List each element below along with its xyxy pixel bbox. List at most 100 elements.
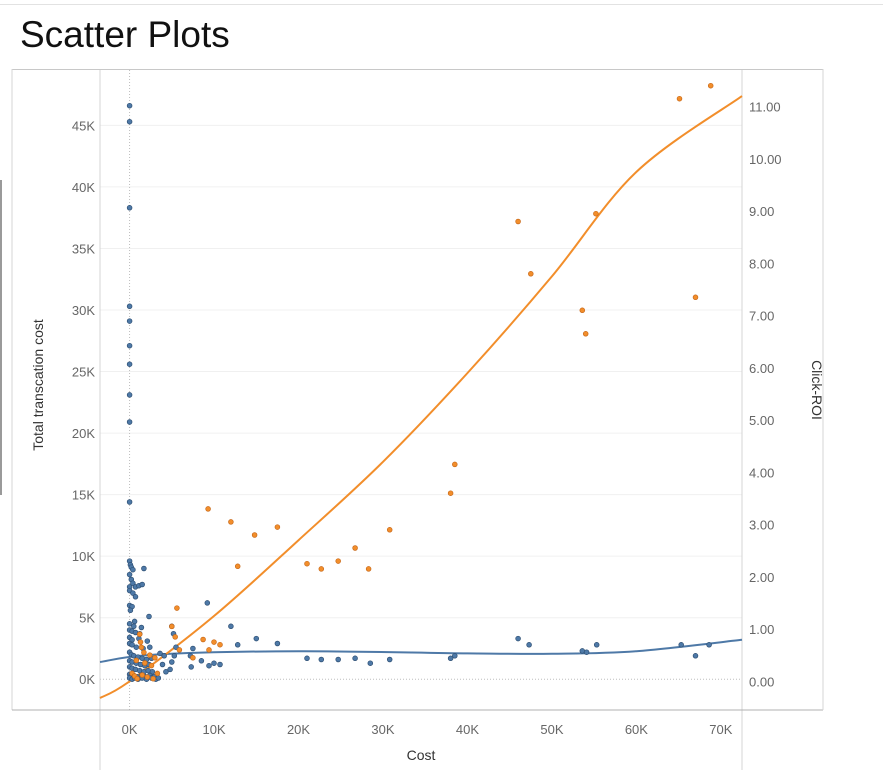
data-point-click-roi <box>692 294 699 301</box>
data-point-total-cost <box>155 675 162 681</box>
data-point-total-cost <box>139 581 145 588</box>
data-point-total-cost <box>352 655 358 662</box>
data-point-click-roi <box>386 527 393 533</box>
data-point-total-cost <box>159 661 166 668</box>
y-tick-label: 25K <box>72 365 95 380</box>
data-point-total-cost <box>126 392 133 398</box>
data-point-click-roi <box>217 641 223 648</box>
data-point-click-roi <box>206 647 212 653</box>
data-point-click-roi <box>676 95 683 102</box>
data-point-click-roi <box>234 563 241 570</box>
x-tick-label: 0K <box>122 722 138 737</box>
data-point-total-cost <box>367 660 374 666</box>
data-point-total-cost <box>198 658 205 664</box>
page-title: Scatter Plots <box>20 14 230 55</box>
data-point-total-cost <box>234 642 241 648</box>
data-point-click-roi <box>707 82 714 89</box>
y2-tick-label: 1.00 <box>749 622 774 637</box>
data-point-total-cost <box>228 623 234 630</box>
data-point-click-roi <box>142 660 148 666</box>
data-point-click-roi <box>133 657 140 664</box>
data-point-total-cost <box>126 342 133 349</box>
x-axis-title: Cost <box>407 747 436 763</box>
data-point-click-roi <box>211 639 217 645</box>
data-point-total-cost <box>149 669 156 675</box>
data-point-total-cost <box>335 656 341 663</box>
data-point-click-roi <box>335 558 341 564</box>
data-point-click-roi <box>200 636 206 643</box>
trend-line-total-cost <box>99 638 743 663</box>
data-point-total-cost <box>171 653 178 659</box>
data-point-click-roi <box>228 519 234 525</box>
data-point-click-roi <box>169 623 175 630</box>
data-point-total-cost <box>161 653 167 659</box>
data-point-total-cost <box>126 361 133 367</box>
y2-tick-label: 2.00 <box>749 570 774 585</box>
y2-tick-label: 9.00 <box>749 204 774 219</box>
data-point-click-roi <box>147 652 153 658</box>
x-tick-label: 50K <box>540 722 563 737</box>
data-point-total-cost <box>452 653 458 659</box>
x-tick-label: 60K <box>625 722 648 737</box>
data-point-total-cost <box>217 661 223 668</box>
y-tick-label: 30K <box>72 303 95 318</box>
data-point-total-cost <box>126 499 133 505</box>
data-point-total-cost <box>130 580 136 586</box>
plot-frame <box>11 69 824 770</box>
data-point-total-cost <box>274 640 281 647</box>
data-point-total-cost <box>447 655 454 662</box>
y2-tick-label: 4.00 <box>749 465 774 480</box>
y2-axis-title: Click-ROI <box>809 360 825 420</box>
data-point-click-roi <box>593 210 599 217</box>
data-point-click-roi <box>304 560 310 567</box>
data-point-click-roi <box>251 532 258 538</box>
y-tick-label: 35K <box>72 241 95 256</box>
data-point-click-roi <box>141 649 147 656</box>
data-point-total-cost <box>253 635 260 642</box>
data-point-click-roi <box>176 647 183 653</box>
data-point-click-roi <box>172 634 178 640</box>
data-point-total-cost <box>126 205 133 211</box>
data-point-total-cost <box>204 600 211 606</box>
y2-tick-label: 7.00 <box>749 309 774 324</box>
data-point-total-cost <box>130 590 136 596</box>
data-point-click-roi <box>447 490 454 496</box>
data-point-total-cost <box>190 645 196 652</box>
data-point-total-cost <box>133 644 140 650</box>
title-divider <box>12 69 823 70</box>
x-tick-label: 40K <box>456 722 479 737</box>
y-tick-label: 15K <box>72 488 95 503</box>
y2-tick-label: 10.00 <box>749 152 782 167</box>
data-point-total-cost <box>211 660 217 666</box>
data-point-click-roi <box>174 605 180 611</box>
data-points <box>126 82 714 682</box>
data-point-total-cost <box>678 642 684 648</box>
data-point-total-cost <box>130 566 136 573</box>
data-point-total-cost <box>126 303 133 310</box>
y2-tick-label: 3.00 <box>749 518 774 533</box>
y2-tick-label: 8.00 <box>749 256 774 271</box>
y-tick-label: 40K <box>72 180 95 195</box>
data-point-total-cost <box>169 659 175 665</box>
top-border <box>0 4 883 5</box>
y-tick-label: 0K <box>79 672 95 687</box>
data-point-total-cost <box>131 623 137 630</box>
data-point-click-roi <box>154 670 161 677</box>
data-point-total-cost <box>206 662 212 669</box>
data-point-click-roi <box>352 545 358 551</box>
trend-lines <box>99 95 743 699</box>
y2-tick-label: 11.00 <box>749 100 781 115</box>
data-point-total-cost <box>304 655 310 662</box>
data-point-total-cost <box>583 649 590 655</box>
data-point-total-cost <box>146 613 152 620</box>
data-point-total-cost <box>515 635 521 642</box>
y-axis-title: Total transcation cost <box>30 319 46 451</box>
data-point-click-roi <box>144 674 151 680</box>
data-point-total-cost <box>706 642 712 648</box>
data-point-total-cost <box>318 656 325 663</box>
data-point-click-roi <box>152 655 158 661</box>
data-point-click-roi <box>137 639 144 645</box>
data-point-click-roi <box>582 331 589 337</box>
data-point-total-cost <box>126 571 133 578</box>
